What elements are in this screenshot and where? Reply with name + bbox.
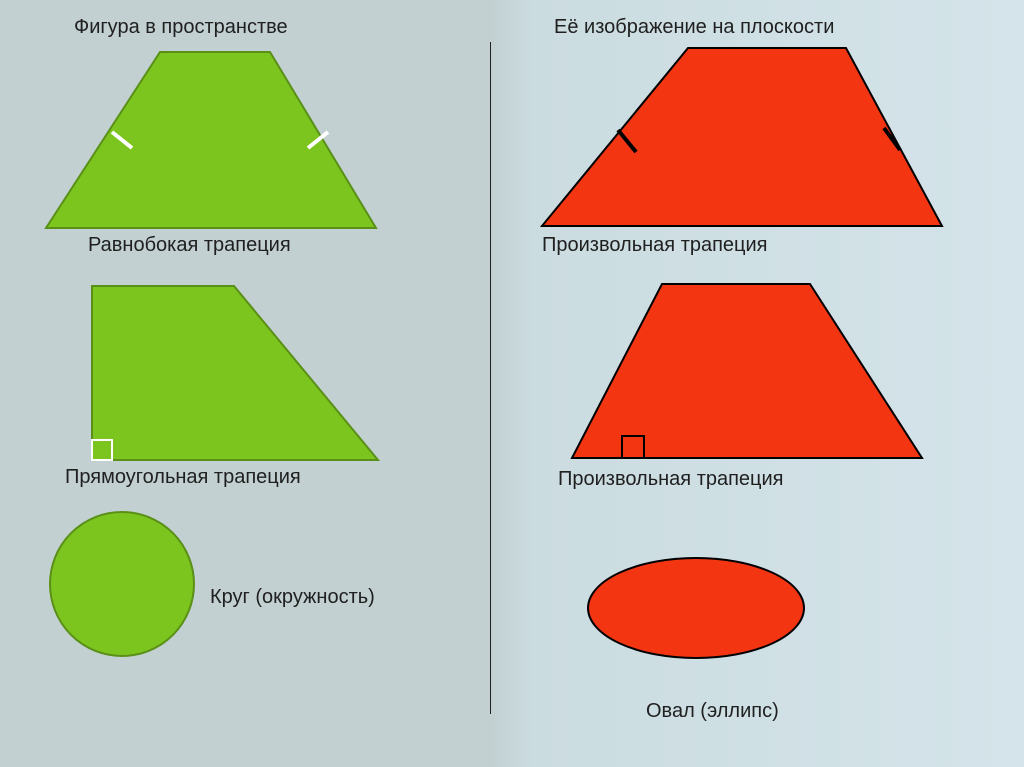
arbitrary-trapezoid-2-shape	[566, 278, 931, 466]
header-right: Её изображение на плоскости	[554, 16, 834, 39]
arbitrary-trapezoid-1-label: Произвольная трапеция	[542, 234, 768, 257]
vertical-divider	[490, 42, 491, 714]
isosceles-trapezoid-label: Равнобокая трапеция	[88, 234, 291, 257]
ellipse-label: Овал (эллипс)	[646, 700, 779, 723]
right-trapezoid-shape	[86, 280, 386, 468]
circle-shape	[46, 508, 200, 662]
right-trapezoid-label: Прямоугольная трапеция	[65, 466, 301, 489]
arbitrary-trapezoid-1-shape	[536, 42, 951, 234]
ellipse-shape	[584, 554, 810, 664]
circle-label: Круг (окружность)	[210, 586, 375, 609]
arbitrary-trapezoid-2-label: Произвольная трапеция	[558, 468, 784, 491]
isosceles-trapezoid-shape	[40, 46, 385, 236]
header-left: Фигура в пространстве	[74, 16, 288, 39]
